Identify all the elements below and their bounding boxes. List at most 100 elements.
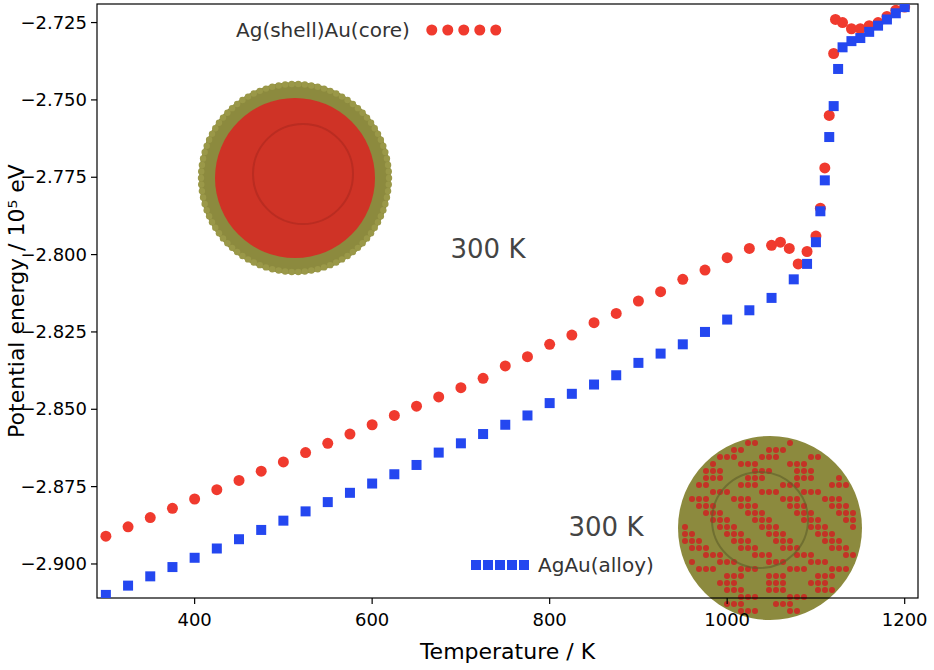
alloy-atom	[780, 601, 786, 607]
shell-atom	[339, 256, 345, 262]
alloy-atom	[752, 482, 758, 488]
alloy-atom	[752, 440, 758, 446]
shell-atom	[251, 259, 257, 265]
alloy-atom	[822, 587, 828, 593]
alloy-atom	[696, 545, 702, 551]
alloy-atom	[787, 440, 793, 446]
shell-atom	[382, 149, 388, 155]
alloy-atom	[766, 517, 772, 523]
point	[744, 305, 754, 315]
point	[344, 429, 355, 440]
point	[722, 315, 732, 325]
y-tick-label: −2.825	[20, 321, 87, 342]
shell	[199, 82, 391, 274]
alloy-atom	[780, 496, 786, 502]
x-tick-label: 1200	[882, 609, 928, 630]
shell-atom	[282, 268, 288, 274]
point	[256, 525, 266, 535]
legend-marker	[471, 560, 481, 570]
alloy-atom	[843, 545, 849, 551]
shell-atom	[224, 110, 230, 116]
y-tick-label: −2.750	[20, 89, 87, 110]
point	[611, 370, 621, 380]
shell-atom	[201, 149, 207, 155]
x-tick-label: 400	[177, 609, 211, 630]
alloy-atom	[696, 496, 702, 502]
point	[722, 252, 733, 263]
point	[589, 380, 599, 390]
alloy-atom	[815, 489, 821, 495]
point	[433, 391, 444, 402]
point	[167, 562, 177, 572]
alloy-atom	[794, 510, 800, 516]
shell-atom	[302, 81, 308, 87]
point	[412, 460, 422, 470]
annotation: 300 K	[451, 234, 527, 264]
point	[278, 456, 289, 467]
x-tick	[727, 598, 728, 604]
shell-atom	[350, 249, 356, 255]
alloy-atom	[745, 594, 751, 600]
legend-marker	[474, 25, 485, 36]
alloy-atom	[731, 601, 737, 607]
alloy-atom	[794, 496, 800, 502]
point	[455, 382, 466, 393]
point	[411, 401, 422, 412]
shell-atom	[224, 240, 230, 246]
shell-atom	[239, 97, 245, 103]
alloy-atom	[773, 447, 779, 453]
point	[828, 48, 839, 59]
alloy-atom	[717, 454, 723, 460]
point	[815, 206, 825, 216]
point	[793, 258, 804, 269]
shell-atom	[321, 264, 327, 270]
shell-atom	[198, 175, 204, 181]
alloy-atom	[738, 496, 744, 502]
shell-atom	[269, 266, 275, 272]
shell-atom	[220, 235, 226, 241]
point	[775, 237, 786, 248]
shell-atom	[200, 155, 206, 161]
alloy-atom	[787, 545, 793, 551]
shell-atom	[200, 194, 206, 200]
alloy-atom	[689, 538, 695, 544]
x-tick	[549, 598, 550, 604]
alloy-atom	[759, 454, 765, 460]
shell-atom	[380, 207, 386, 213]
alloy-atom	[745, 545, 751, 551]
x-tick	[194, 598, 195, 604]
alloy-atom	[850, 524, 856, 530]
alloy-atom	[794, 468, 800, 474]
alloy-atom	[773, 601, 779, 607]
alloy-atom	[794, 503, 800, 509]
alloy-atom	[815, 559, 821, 565]
y-tick	[91, 486, 97, 487]
shell-atom	[339, 93, 345, 99]
alloy-atom	[794, 566, 800, 572]
legend-marker	[495, 560, 505, 570]
alloy-atom	[766, 552, 772, 558]
legend-marker	[442, 25, 453, 36]
alloy-atom	[717, 510, 723, 516]
alloy-atom	[710, 461, 716, 467]
alloy-atom	[843, 503, 849, 509]
x-tick-label: 600	[355, 609, 389, 630]
alloy-atom	[815, 517, 821, 523]
point	[820, 175, 830, 185]
legend-label: Ag(shell)Au(core)	[236, 18, 410, 42]
y-axis-title: Potential energy / 10⁵ eV	[4, 164, 29, 438]
shell-atom	[198, 168, 204, 174]
alloy-atom	[759, 475, 765, 481]
alloy-atom	[682, 538, 688, 544]
data-points	[100, 4, 910, 598]
shell-atom	[209, 131, 215, 137]
shell-atom	[378, 137, 384, 143]
alloy-atom	[836, 496, 842, 502]
y-tick-label: −2.775	[20, 166, 87, 187]
point	[434, 448, 444, 458]
alloy-atom	[703, 545, 709, 551]
alloy-base	[678, 436, 862, 620]
shell-atom	[199, 188, 205, 194]
core-facet	[253, 124, 353, 224]
point	[864, 27, 874, 37]
